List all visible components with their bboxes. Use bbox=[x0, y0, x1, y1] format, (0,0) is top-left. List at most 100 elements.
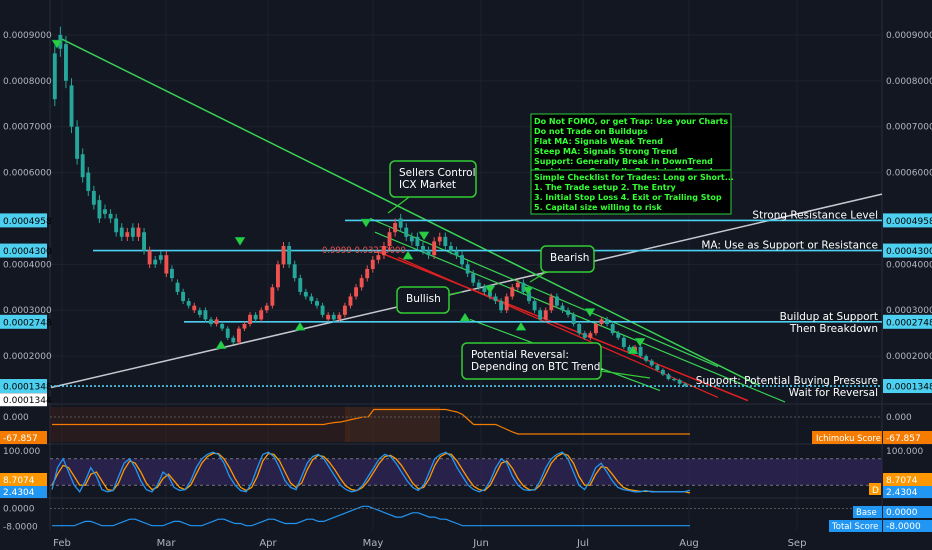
score-tick-left: 0.0000 bbox=[3, 504, 35, 514]
y-tick-label-right: 0.0003000 bbox=[886, 306, 932, 316]
info-box bbox=[530, 113, 732, 179]
candles bbox=[52, 26, 688, 388]
y-tick-label-right: 0.0006000 bbox=[886, 169, 932, 179]
candle-body bbox=[577, 324, 582, 334]
candle-body bbox=[298, 278, 303, 292]
base-value-tag bbox=[883, 506, 932, 518]
y-tick-label-right: 0.0002000 bbox=[886, 352, 932, 362]
total-score-name: Total Score bbox=[831, 522, 878, 532]
y-tick-label-right: 0.0004000 bbox=[886, 260, 932, 270]
arrow-up-icon bbox=[294, 321, 306, 331]
candle-body bbox=[421, 246, 425, 251]
ichimoku-line bbox=[52, 408, 690, 435]
candle-body bbox=[75, 126, 80, 159]
candle-body bbox=[164, 255, 169, 274]
total-score-value-tag bbox=[883, 520, 932, 532]
candle-body bbox=[504, 296, 509, 311]
arrow-up-icon bbox=[402, 250, 414, 260]
level-caption: Support: Potential Buying Pressure bbox=[696, 375, 878, 387]
channel-outer-line bbox=[374, 231, 786, 403]
annotation-box bbox=[540, 245, 595, 273]
stoch-tick-right: 100.000 bbox=[886, 447, 923, 457]
last-price-label: 0.0001344 bbox=[3, 396, 52, 406]
stoch-k-line bbox=[51, 451, 691, 493]
candle-body bbox=[348, 296, 353, 306]
candle-body bbox=[621, 337, 626, 347]
candle-body bbox=[426, 250, 431, 256]
arrow-up-icon bbox=[459, 312, 471, 322]
info-box-line: 1. The Trade setup 2. The Entry bbox=[534, 183, 677, 192]
candle-body bbox=[527, 291, 531, 302]
x-tick-label: Apr bbox=[259, 538, 277, 549]
info-box-line: 3. Initial Stop Loss 4. Exit or Trailing… bbox=[534, 193, 722, 202]
candle-body bbox=[582, 333, 587, 338]
level-price-tag-left bbox=[0, 243, 47, 258]
level-price-tag-right bbox=[883, 314, 932, 329]
candle-body bbox=[303, 291, 308, 297]
total-score-name-tag bbox=[829, 520, 882, 532]
ascending-trendline bbox=[49, 193, 883, 389]
candle-body bbox=[593, 324, 598, 334]
candle-body bbox=[125, 232, 130, 237]
level-caption: Strong Resistance Level bbox=[752, 209, 878, 221]
candle-body bbox=[510, 287, 515, 297]
candle-body bbox=[616, 333, 621, 338]
candle-body bbox=[186, 301, 191, 306]
ichimoku-value-left: -67.857 bbox=[3, 434, 38, 444]
stoch-badge-bg bbox=[869, 483, 881, 495]
candle-body bbox=[248, 314, 253, 324]
stoch-d-line bbox=[51, 452, 691, 494]
candle-body bbox=[499, 301, 504, 311]
ichimoku-name-tag bbox=[812, 431, 882, 444]
overlay-value-text: 0.9999 0.03270000 bbox=[322, 246, 406, 256]
x-tick-label: Mar bbox=[157, 538, 177, 549]
ichimoku-positive-fill bbox=[345, 407, 440, 442]
candle-body bbox=[370, 259, 375, 269]
candle-body bbox=[432, 241, 437, 256]
stoch-d-value-left: 8.7074 bbox=[3, 476, 35, 486]
x-tick-label: Sep bbox=[788, 538, 807, 549]
annotation-box bbox=[461, 342, 602, 380]
last-price-tag bbox=[0, 393, 47, 407]
candle-body bbox=[354, 287, 359, 297]
stoch-d-value-right: 8.7074 bbox=[886, 476, 918, 486]
y-tick-label-right: 0.0008000 bbox=[886, 77, 932, 87]
y-tick-label-left: 0.0006000 bbox=[3, 169, 52, 179]
candle-body bbox=[181, 291, 186, 302]
arrow-down-icon bbox=[234, 237, 246, 246]
candle-body bbox=[320, 305, 325, 315]
candle-body bbox=[660, 369, 665, 375]
stoch-k-tag-left bbox=[0, 486, 47, 498]
candle-body bbox=[398, 218, 403, 228]
annotation-text: Sellers Control bbox=[399, 167, 476, 179]
base-name: Base bbox=[856, 508, 877, 518]
y-tick-label-left: 0.0009000 bbox=[3, 31, 52, 41]
candle-body bbox=[236, 328, 241, 343]
annotation-box bbox=[396, 286, 450, 314]
level-price-tag-right bbox=[883, 213, 932, 228]
candle-body bbox=[554, 296, 559, 306]
score-line bbox=[52, 505, 690, 527]
candle-body bbox=[404, 227, 409, 237]
annotation-text: Depending on BTC Trend. bbox=[471, 361, 604, 373]
candle-body bbox=[270, 287, 275, 306]
candle-body bbox=[158, 255, 163, 260]
ichimoku-value-right: -67.857 bbox=[886, 434, 921, 444]
candle-body bbox=[493, 296, 498, 302]
level-price-label-left: 0.0004958 bbox=[3, 217, 52, 227]
candle-body bbox=[560, 305, 565, 311]
candle-body bbox=[571, 314, 576, 324]
candle-body bbox=[225, 328, 230, 338]
level-price-label-right: 0.0001348 bbox=[886, 383, 932, 393]
info-box-line: Steep MA: Signals Strong Trend bbox=[534, 147, 678, 156]
candle-body bbox=[86, 172, 91, 191]
x-tick-label: Aug bbox=[679, 538, 699, 549]
info-box-line: Simple Checklist for Trades: Long or Sho… bbox=[534, 173, 734, 182]
channel-upper-line bbox=[369, 217, 719, 368]
candle-body bbox=[153, 259, 158, 265]
candle-body bbox=[281, 246, 286, 265]
candle-body bbox=[677, 379, 682, 384]
candle-body bbox=[672, 379, 677, 381]
annotation-text: ICX Market bbox=[399, 179, 456, 191]
